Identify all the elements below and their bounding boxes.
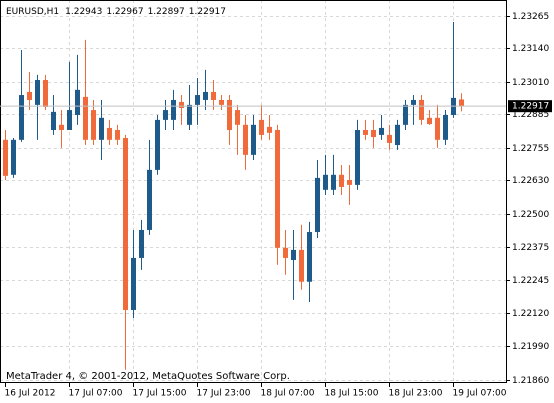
candle-body <box>419 99 424 120</box>
y-tick-label: 1.22630 <box>512 176 549 186</box>
candle-body <box>387 134 392 143</box>
candle-body <box>331 174 336 190</box>
header-open: 1.22943 <box>65 7 102 17</box>
candle-body <box>51 111 56 130</box>
candle-body <box>147 169 152 230</box>
header-low: 1.22897 <box>148 7 185 17</box>
candle-body <box>291 249 296 260</box>
candle-body <box>219 99 224 105</box>
y-tick-label: 1.22120 <box>512 309 549 319</box>
candle-body <box>267 126 272 133</box>
candle-body <box>459 99 464 107</box>
candle-body <box>131 257 136 310</box>
candle-body <box>99 117 104 140</box>
header-high: 1.22967 <box>106 7 143 17</box>
y-tick-label: 1.21860 <box>512 376 549 386</box>
candle-body <box>251 124 256 155</box>
candle-body <box>435 117 440 140</box>
candle-body <box>275 129 280 248</box>
candle-body <box>19 95 24 140</box>
candle-body <box>187 104 192 125</box>
y-tick-label: 1.22245 <box>512 276 549 286</box>
candle-body <box>75 89 80 115</box>
candle-body <box>243 124 248 155</box>
candle-body <box>307 232 312 282</box>
y-tick-label: 1.22755 <box>512 144 549 154</box>
price-label: 1.22917 <box>512 102 549 112</box>
candle-body <box>355 129 360 185</box>
candle-body <box>323 174 328 190</box>
candle-body <box>339 174 344 187</box>
candle-body <box>203 91 208 100</box>
y-tick-label: 1.22375 <box>512 243 549 253</box>
candle-body <box>59 124 64 130</box>
candle-body <box>379 127 384 135</box>
candle-body <box>283 247 288 258</box>
candle-body <box>3 139 8 176</box>
grid <box>0 0 506 383</box>
candle-body <box>11 139 16 175</box>
candle-body <box>171 99 176 120</box>
candle-body <box>179 102 184 108</box>
y-tick-label: 1.21990 <box>512 342 549 352</box>
candle-body <box>123 138 128 310</box>
candle-body <box>235 110 240 125</box>
candle-body <box>163 110 168 120</box>
x-tick-label: 17 Jul 23:00 <box>197 389 251 399</box>
candle-body <box>67 110 72 130</box>
x-tick-label: 17 Jul 07:00 <box>69 389 123 399</box>
plot-frame <box>0 0 507 383</box>
y-tick-label: 1.23140 <box>512 44 549 54</box>
header: EURUSD,H1 1.22943 1.22967 1.22897 1.22917 <box>6 7 226 17</box>
x-tick-label: 18 Jul 07:00 <box>261 389 315 399</box>
x-tick-label: 16 Jul 2012 <box>5 389 56 399</box>
y-tick-label: 1.22500 <box>512 210 549 220</box>
x-tick-label: 18 Jul 15:00 <box>325 389 379 399</box>
candle-body <box>395 124 400 146</box>
candle-body <box>195 95 200 105</box>
candle-body <box>315 177 320 233</box>
x-tick-label: 19 Jul 07:00 <box>453 389 507 399</box>
copyright: MetaTrader 4, © 2001-2012, MetaQuotes So… <box>6 371 290 382</box>
y-tick-label: 1.23265 <box>512 12 549 22</box>
candle-body <box>91 110 96 140</box>
candle-body <box>139 229 144 258</box>
candle-body <box>211 91 216 100</box>
candle-body <box>43 80 48 107</box>
candle-body <box>107 127 112 140</box>
candle-body <box>403 104 408 125</box>
y-tick-label: 1.22885 <box>512 110 549 120</box>
candle-body <box>443 114 448 140</box>
candle-body <box>259 119 264 135</box>
candles <box>3 22 464 370</box>
candle-body <box>363 129 368 135</box>
x-tick-label: 18 Jul 23:00 <box>389 389 443 399</box>
candle-body <box>83 96 88 140</box>
candle-body <box>155 119 160 170</box>
candle-body <box>347 179 352 185</box>
candle-body <box>427 117 432 125</box>
x-tick-label: 17 Jul 15:00 <box>133 389 187 399</box>
candle-body <box>371 129 376 137</box>
header-close: 1.22917 <box>189 7 226 17</box>
symbol: EURUSD,H1 <box>6 7 59 17</box>
candle-body <box>27 91 32 100</box>
price-label-box <box>508 100 552 113</box>
candle-body <box>227 99 232 130</box>
candle-body <box>115 129 120 140</box>
candle-body <box>411 99 416 105</box>
candle-body <box>35 80 40 105</box>
candle-body <box>299 249 304 282</box>
y-tick-label: 1.23010 <box>512 78 549 88</box>
